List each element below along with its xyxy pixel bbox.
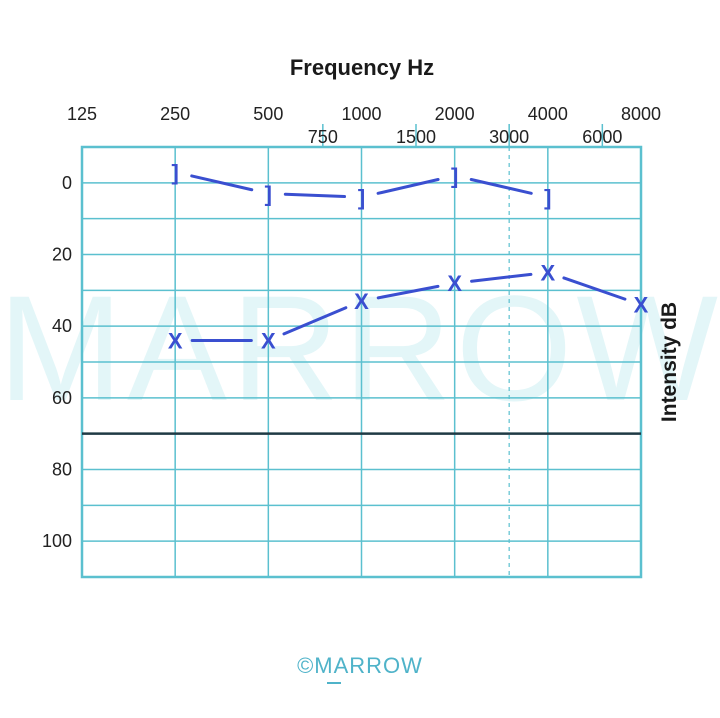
bracket-marker: ]	[544, 185, 551, 210]
x-marker: X	[168, 329, 183, 354]
series-line-segment	[562, 276, 627, 301]
y-tick-label: 100	[42, 531, 72, 551]
x-tick-label: 4000	[528, 104, 568, 124]
series-line-segment	[282, 306, 348, 336]
bracket-marker: ]	[172, 160, 179, 185]
x-tick-label: 250	[160, 104, 190, 124]
series-line-segment	[190, 174, 254, 192]
x-tick-label: 750	[308, 127, 338, 147]
y-axis-label: Intensity dB	[658, 302, 681, 422]
x-marker: X	[540, 260, 555, 285]
bracket-marker: ]	[451, 164, 458, 189]
chart-grid	[80, 124, 643, 579]
y-tick-label: 40	[52, 316, 72, 336]
x-tick-label: 3000	[489, 127, 529, 147]
chart-series: ]]]]] X X X X X X	[168, 160, 649, 353]
bracket-marker: ]	[358, 185, 365, 210]
y-tick-label: 0	[62, 173, 72, 193]
x-marker: X	[261, 329, 276, 354]
x-tick-label: 8000	[621, 104, 661, 124]
x-marker: X	[354, 289, 369, 314]
y-tick-label: 60	[52, 388, 72, 408]
bracket-marker: ]	[265, 182, 272, 207]
x-marker: X	[447, 271, 462, 296]
x-marker: X	[634, 293, 649, 318]
x-tick-label: 125	[67, 104, 97, 124]
series-line-segment	[376, 177, 440, 195]
series-line-segment	[469, 177, 533, 195]
brand-logo: ©MARROW	[297, 653, 423, 678]
plot-frame	[80, 145, 643, 579]
series-line-segment	[376, 284, 440, 300]
chart-title: Frequency Hz	[290, 55, 434, 80]
watermark: MARROW	[0, 264, 720, 432]
series-line-segment	[470, 272, 533, 283]
y-tick-label: 20	[52, 245, 72, 265]
y-tick-label: 80	[52, 460, 72, 480]
x-tick-label: 6000	[582, 127, 622, 147]
x-tick-label: 1000	[341, 104, 381, 124]
x-tick-label: 500	[253, 104, 283, 124]
x-tick-label: 2000	[435, 104, 475, 124]
x-tick-label: 1500	[396, 127, 436, 147]
series-line-segment	[283, 192, 347, 199]
